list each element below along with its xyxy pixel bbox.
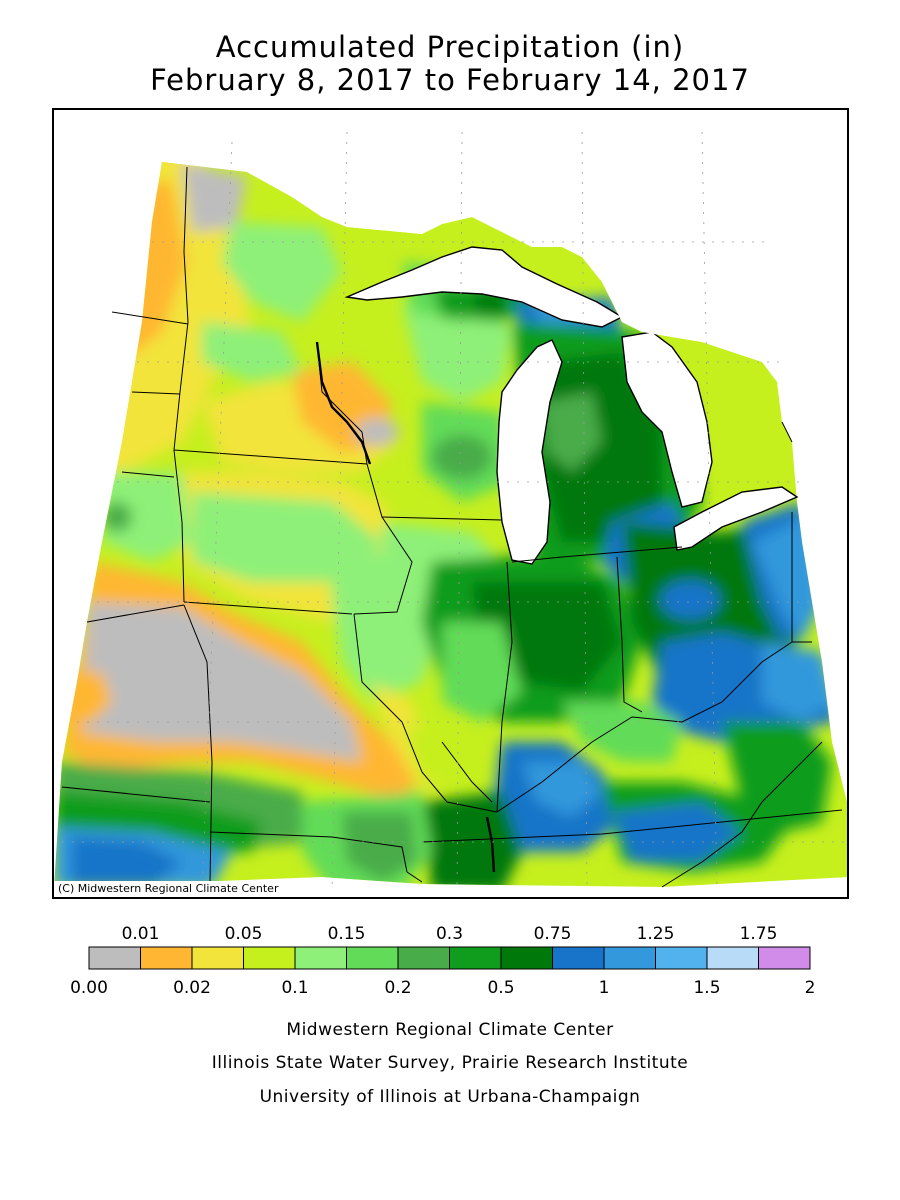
credit-line-3: University of Illinois at Urbana-Champai… [259, 1087, 641, 1107]
legend-bin [758, 946, 811, 970]
legend-bin [397, 946, 450, 970]
legend-top-label: 0.3 [436, 924, 463, 944]
legend-bin [243, 946, 296, 970]
legend-bin [552, 946, 605, 970]
credit-line-1: Midwestern Regional Climate Center [286, 1020, 614, 1040]
legend-bin [449, 946, 502, 970]
legend-bin [706, 946, 759, 970]
legend-bin [191, 946, 244, 970]
legend-bin [603, 946, 656, 970]
map-date-range: February 8, 2017 to February 14, 2017 [150, 63, 750, 97]
legend-top-label: 0.15 [328, 924, 366, 944]
credit-line-2: Illinois State Water Survey, Prairie Res… [211, 1053, 689, 1073]
legend-bottom-label: 0.2 [384, 978, 411, 998]
legend-bin [294, 946, 347, 970]
canada-region [242, 122, 792, 362]
legend-bin [140, 946, 193, 970]
legend-color-bins [88, 946, 811, 970]
great-lakes [344, 246, 799, 565]
legend-bottom-label: 0.1 [281, 978, 308, 998]
legend-bin [655, 946, 708, 970]
map-copyright: (C) Midwestern Regional Climate Center [54, 881, 283, 897]
legend-bottom-label: 0.00 [70, 978, 108, 998]
legend-bottom-labels: 0.00 0.02 0.1 0.2 0.5 1 1.5 2 [70, 978, 815, 998]
legend-bottom-label: 0.5 [487, 978, 514, 998]
legend-bin [500, 946, 553, 970]
legend-top-label: 1.25 [637, 924, 675, 944]
legend-top-labels: 0.01 0.05 0.15 0.3 0.75 1.25 1.75 [122, 924, 778, 944]
state-boundaries [61, 166, 843, 888]
legend-top-label: 0.75 [534, 924, 572, 944]
legend-bottom-label: 0.02 [173, 978, 211, 998]
legend-top-label: 0.01 [122, 924, 160, 944]
legend-bottom-label: 1.5 [693, 978, 720, 998]
precipitation-map: (C) Midwestern Regional Climate Center [52, 108, 849, 899]
legend-top-label: 0.05 [225, 924, 263, 944]
map-title: Accumulated Precipitation (in) [215, 30, 685, 64]
legend-top-label: 1.75 [740, 924, 778, 944]
legend-bottom-label: 2 [805, 978, 816, 998]
legend-bin [88, 946, 141, 970]
legend-bin [346, 946, 399, 970]
legend-bottom-label: 1 [599, 978, 610, 998]
precipitation-legend: 0.01 0.05 0.15 0.3 0.75 1.25 1.75 0.00 0.02 0.1 0… [70, 924, 815, 998]
grid-lines [62, 131, 847, 893]
map-canvas [54, 122, 847, 893]
